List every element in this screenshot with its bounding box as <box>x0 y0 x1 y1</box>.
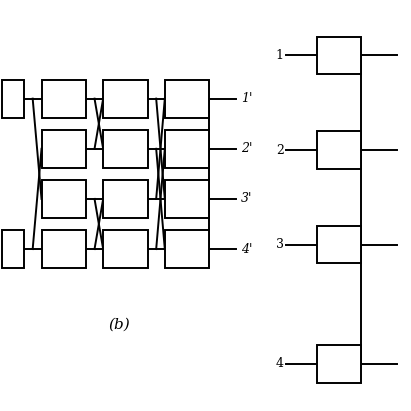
Text: 1: 1 <box>276 49 284 62</box>
Text: 4': 4' <box>241 242 252 256</box>
Bar <box>103 230 148 268</box>
Bar <box>2 230 24 268</box>
Bar <box>165 180 209 218</box>
Text: 1': 1' <box>241 92 252 105</box>
Bar <box>42 130 86 168</box>
Bar <box>165 130 209 168</box>
Bar <box>103 180 148 218</box>
Bar <box>2 80 24 118</box>
Bar <box>103 130 148 168</box>
Bar <box>42 80 86 118</box>
Bar <box>317 131 361 169</box>
Text: 2: 2 <box>276 143 284 157</box>
Text: 3: 3 <box>276 238 284 251</box>
Text: 2': 2' <box>241 142 252 155</box>
Bar <box>317 226 361 263</box>
Bar <box>317 37 361 74</box>
Bar <box>165 230 209 268</box>
Text: (b): (b) <box>109 318 130 332</box>
Text: 4: 4 <box>276 357 284 370</box>
Bar <box>165 80 209 118</box>
Text: 3': 3' <box>241 192 252 206</box>
Bar <box>317 345 361 383</box>
Bar <box>42 230 86 268</box>
Bar <box>103 80 148 118</box>
Bar <box>42 180 86 218</box>
